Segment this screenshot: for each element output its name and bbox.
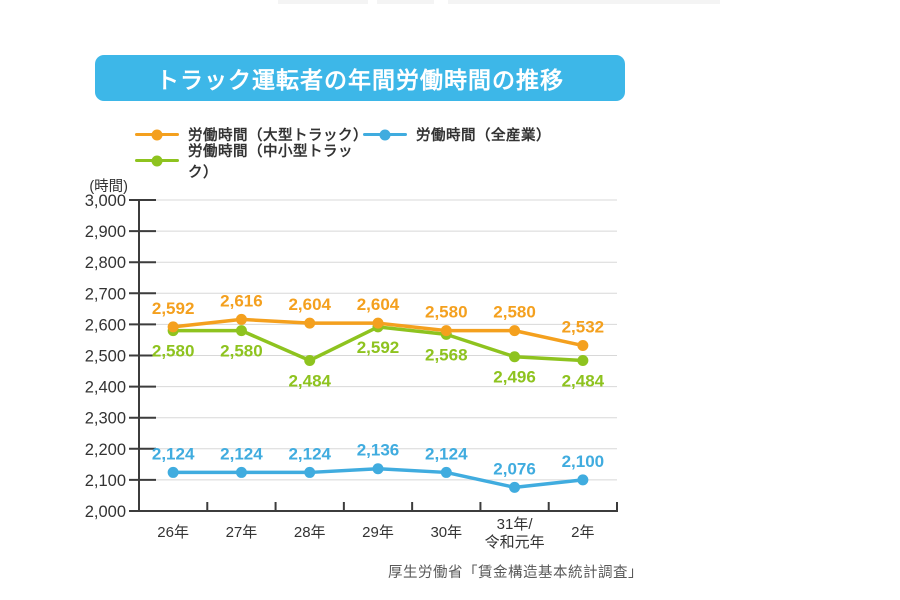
y-tick-label: 2,200	[85, 441, 126, 459]
data-label: 2,568	[425, 345, 468, 364]
legend-marker-icon	[363, 129, 407, 140]
data-label: 2,484	[288, 371, 331, 390]
data-point	[577, 354, 589, 366]
y-tick-label: 2,700	[85, 285, 126, 303]
y-tick-label: 2,900	[85, 223, 126, 241]
y-tick-label: 2,300	[85, 410, 126, 428]
x-tick-label: 31年/令和元年	[485, 516, 545, 551]
data-point	[509, 481, 521, 493]
data-label: 2,580	[152, 342, 195, 361]
y-tick-label: 2,500	[85, 348, 126, 366]
x-tick-label: 27年	[226, 524, 258, 541]
data-point	[372, 463, 384, 475]
x-tick-label: 28年	[294, 524, 326, 541]
data-point	[440, 325, 452, 337]
data-point	[304, 354, 316, 366]
data-label: 2,592	[357, 338, 400, 357]
legend-marker-icon	[135, 155, 179, 166]
data-label: 2,616	[220, 291, 263, 310]
legend-dot-icon	[379, 129, 391, 140]
top-edge-artifact	[278, 0, 368, 4]
data-point	[235, 325, 247, 337]
data-label: 2,580	[493, 303, 536, 322]
data-point	[372, 317, 384, 329]
data-point	[304, 317, 316, 329]
top-edge-artifact	[377, 0, 434, 4]
y-tick-label: 3,000	[85, 192, 126, 210]
y-tick-label: 2,800	[85, 254, 126, 272]
data-label: 2,124	[152, 444, 195, 463]
legend-dot-icon	[151, 155, 163, 166]
data-point	[509, 325, 521, 337]
data-label: 2,496	[493, 368, 536, 387]
y-tick-label: 2,400	[85, 379, 126, 397]
data-label: 2,532	[562, 318, 605, 337]
data-point	[440, 466, 452, 478]
x-tick-label: 30年	[430, 524, 462, 541]
data-label: 2,580	[220, 342, 263, 361]
x-tick-label: 2年	[571, 524, 594, 541]
data-label: 2,580	[425, 303, 468, 322]
legend-item-mid-small-truck: 労働時間（中小型トラック）	[135, 144, 363, 181]
data-point	[304, 466, 316, 478]
legend-item-all-industries: 労働時間（全産業）	[363, 124, 695, 145]
top-edge-artifact	[448, 0, 720, 4]
legend-label: 労働時間（中小型トラック）	[188, 143, 353, 181]
data-point	[509, 351, 521, 363]
chart-legend: 労働時間（大型トラック） 労働時間（全産業） 労働時間（中小型トラック）	[135, 124, 695, 181]
legend-item-large-truck: 労働時間（大型トラック）	[135, 124, 368, 145]
data-point	[235, 313, 247, 325]
legend-label: 労働時間（全産業）	[416, 128, 551, 144]
data-label: 2,604	[288, 295, 331, 314]
data-point	[235, 466, 247, 478]
legend-marker-icon	[135, 129, 179, 140]
series-all-industries: 2,124 2,124 2,124 2,136 2,124 2,076 2,100	[152, 441, 604, 493]
data-label: 2,136	[357, 441, 400, 460]
y-tick-label: 2,100	[85, 472, 126, 490]
x-tick-label: 26年	[157, 524, 189, 541]
data-label: 2,100	[562, 452, 605, 471]
y-tick-label: 2,600	[85, 316, 126, 334]
data-label: 2,484	[562, 371, 605, 390]
data-label: 2,592	[152, 299, 195, 318]
legend-label: 労働時間（大型トラック）	[188, 128, 368, 144]
source-note: 厚生労働省「賃金構造基本統計調査」	[388, 565, 643, 581]
y-axis-unit-label: (時間)	[89, 178, 128, 195]
data-label: 2,076	[493, 459, 536, 478]
data-point	[577, 340, 589, 352]
data-label: 2,124	[220, 444, 263, 463]
data-label: 2,124	[425, 444, 468, 463]
data-label: 2,124	[288, 444, 331, 463]
data-label: 2,604	[357, 295, 400, 314]
legend-dot-icon	[151, 129, 163, 140]
chart-title-badge: トラック運転者の年間労働時間の推移	[95, 55, 625, 101]
chart-title: トラック運転者の年間労働時間の推移	[156, 67, 564, 93]
x-tick-label: 29年	[362, 524, 394, 541]
y-tick-label: 2,000	[85, 503, 126, 521]
data-point	[577, 474, 589, 486]
series-large-truck: 2,592 2,616 2,604 2,604 2,580 2,580 2,532	[152, 291, 605, 352]
data-point	[167, 466, 179, 478]
data-point	[167, 321, 179, 333]
